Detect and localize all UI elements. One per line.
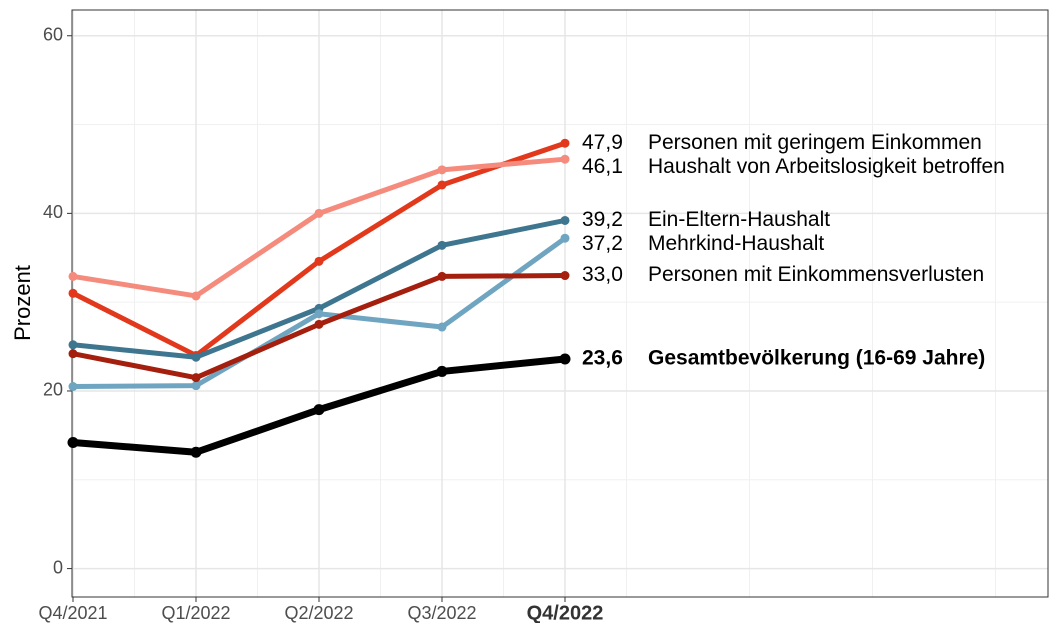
data-point [314, 256, 324, 266]
legend-label: Personen mit Einkommensverlusten [648, 263, 984, 286]
data-point [559, 353, 571, 365]
data-point [560, 271, 570, 281]
data-point [560, 154, 570, 164]
data-point [314, 208, 324, 218]
data-point [560, 138, 570, 148]
data-point [560, 215, 570, 225]
legend-label: Gesamtbevölkerung (16-69 Jahre) [648, 347, 985, 370]
data-point [560, 233, 570, 243]
data-point [314, 309, 324, 319]
data-point [191, 291, 201, 301]
value-label: 33,0 [582, 263, 623, 286]
value-label: 46,1 [582, 155, 623, 178]
data-point [314, 319, 324, 329]
legend-label: Ein-Eltern-Haushalt [648, 208, 830, 231]
data-point [67, 436, 79, 448]
x-tick-label: Q3/2022 [407, 603, 476, 623]
y-tick-label: 40 [43, 202, 63, 222]
data-point [437, 180, 447, 190]
data-point [437, 322, 447, 332]
x-tick-label: Q4/2021 [38, 603, 107, 623]
value-label: 39,2 [582, 208, 623, 231]
data-point [437, 271, 447, 281]
x-tick-label: Q4/2022 [527, 602, 604, 623]
data-point [437, 240, 447, 250]
data-point [68, 349, 78, 359]
data-point [68, 288, 78, 298]
legend-label: Personen mit geringem Einkommen [648, 131, 982, 154]
value-label: 23,6 [582, 347, 623, 370]
legend-label: Haushalt von Arbeitslosigkeit betroffen [648, 155, 1005, 178]
legend-label: Mehrkind-Haushalt [648, 232, 824, 255]
x-tick-label: Q2/2022 [284, 603, 353, 623]
data-point [436, 365, 448, 377]
value-label: 47,9 [582, 131, 623, 154]
x-tick-label: Q1/2022 [161, 603, 230, 623]
y-axis-label: Prozent [10, 265, 35, 341]
y-tick-label: 20 [43, 380, 63, 400]
data-point [190, 446, 202, 458]
data-point [191, 381, 201, 391]
data-point [68, 271, 78, 281]
data-point [68, 340, 78, 350]
data-point [437, 165, 447, 175]
data-point [313, 404, 325, 416]
data-point [191, 352, 201, 362]
panel-border [71, 9, 1049, 598]
data-point [68, 382, 78, 392]
y-tick-label: 0 [53, 557, 63, 577]
y-tick-label: 60 [43, 25, 63, 45]
data-point [191, 373, 201, 383]
value-label: 37,2 [582, 232, 623, 255]
